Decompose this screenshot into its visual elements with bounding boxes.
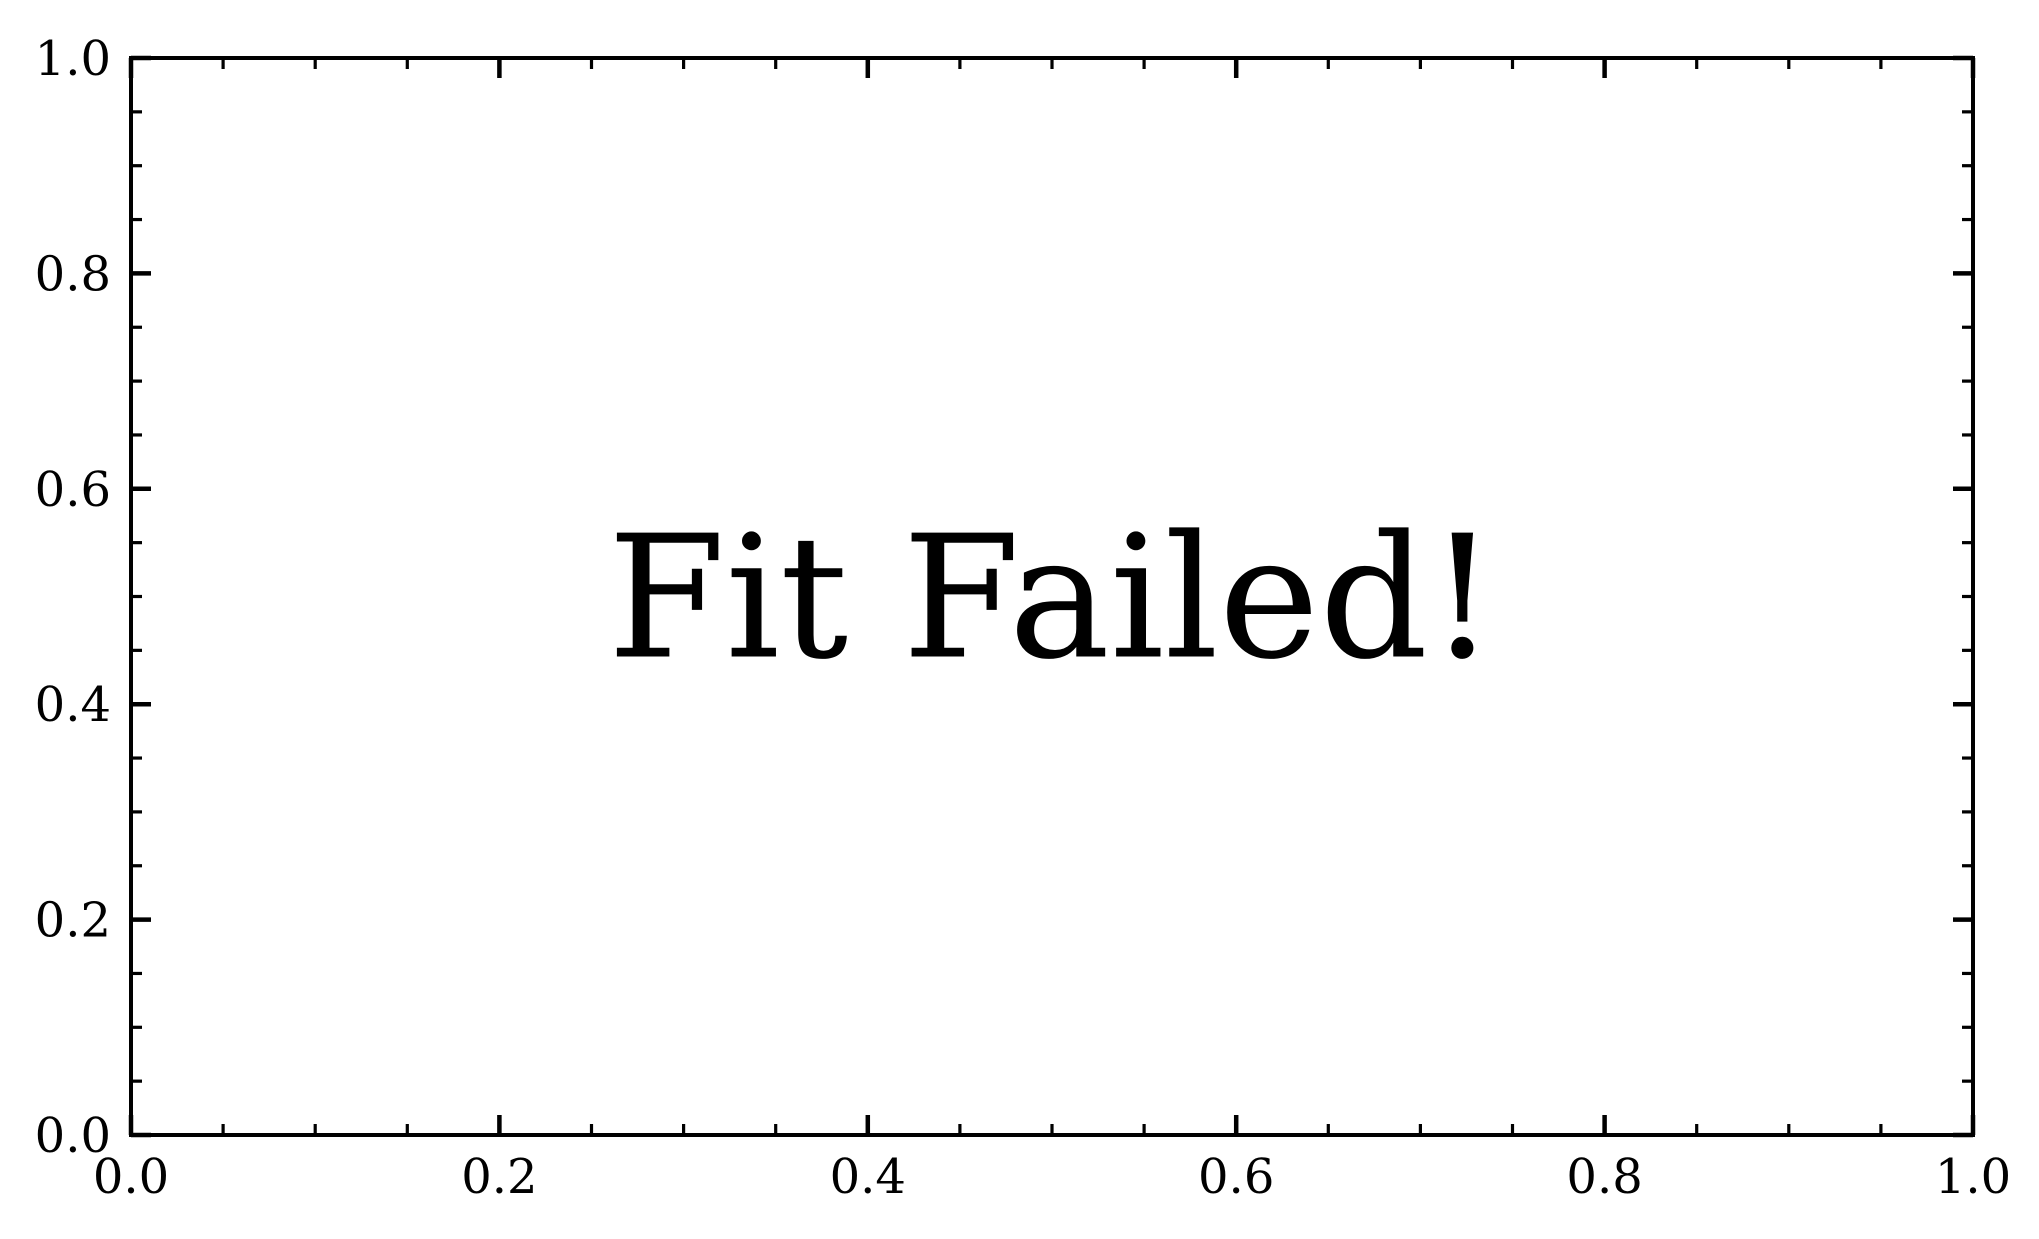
y-tick-label: 0.4 (35, 677, 111, 733)
y-tick-label: 0.8 (35, 246, 111, 302)
x-tick-label: 0.6 (1198, 1149, 1274, 1205)
y-tick-label: 1.0 (35, 31, 111, 87)
x-tick-label: 1.0 (1935, 1149, 2011, 1205)
plot-area (131, 58, 1973, 1135)
x-tick-label: 0.8 (1566, 1149, 1642, 1205)
y-tick-label: 0.0 (35, 1108, 111, 1164)
fit-failed-annotation: Fit Failed! (608, 500, 1497, 698)
axes-frame (129, 56, 1975, 1137)
y-tick-label: 0.6 (35, 462, 111, 518)
x-tick-label: 0.2 (461, 1149, 537, 1205)
y-tick-label: 0.2 (35, 893, 111, 949)
x-tick-label: 0.0 (93, 1149, 169, 1205)
x-tick-label: 0.4 (830, 1149, 906, 1205)
labels-layer: 0.0 0.2 0.4 0.6 0.8 1.0 0.0 0.2 0.4 0.6 0.8 1.0 (35, 31, 2012, 1205)
